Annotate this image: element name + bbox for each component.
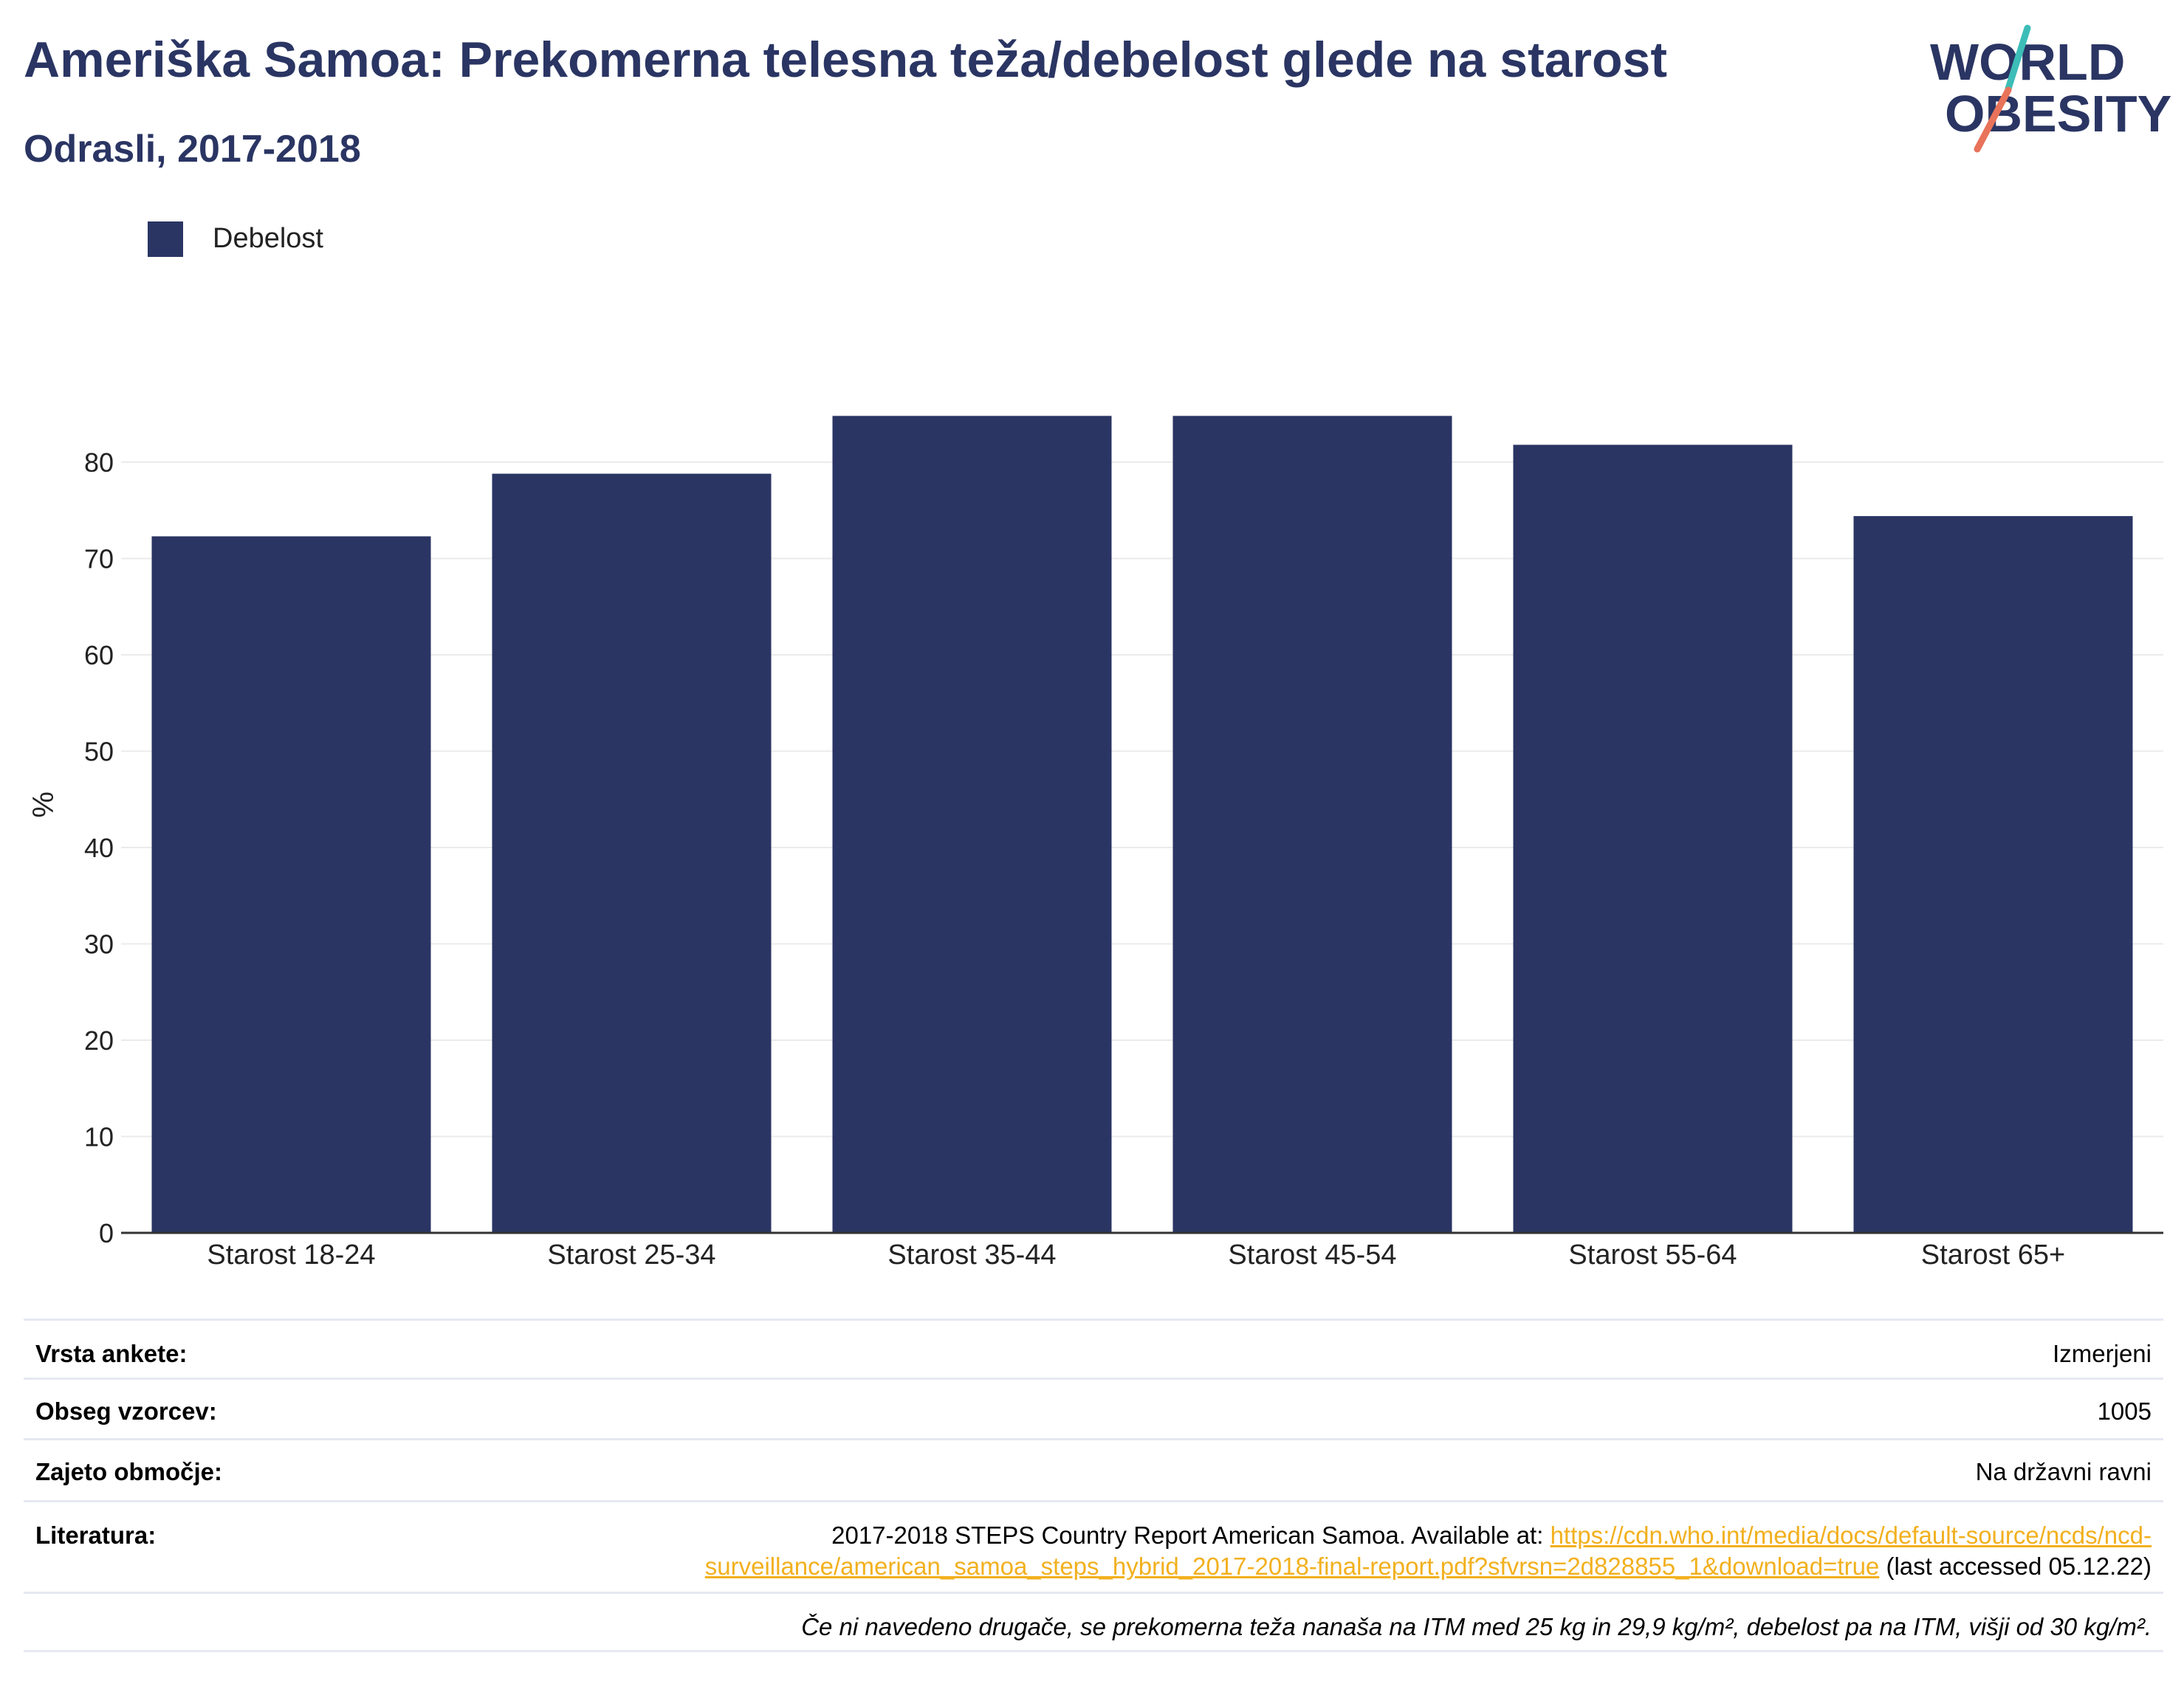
references-link-2[interactable]: surveillance/american_samoa_steps_hybrid… <box>704 1553 1880 1580</box>
x-tick-label: Starost 25-34 <box>547 1240 715 1271</box>
references-suffix: (last accessed 05.12.22) <box>1879 1553 2152 1580</box>
bar <box>832 416 1112 1233</box>
y-tick-label: 70 <box>84 544 114 574</box>
bar <box>1172 416 1452 1233</box>
sample-size-label: Obseg vzorcev: <box>35 1397 217 1425</box>
references-link-1[interactable]: https://cdn.who.int/media/docs/default-s… <box>1550 1522 2152 1549</box>
y-tick-label: 0 <box>99 1218 114 1248</box>
bar <box>151 536 431 1233</box>
sample-size-value: 1005 <box>2097 1397 2152 1425</box>
coverage-row: Zajeto območje: Na državni ravni <box>24 1438 2163 1500</box>
legend-label: Debelost <box>213 223 323 254</box>
y-tick-label: 40 <box>84 833 114 863</box>
y-tick-label: 20 <box>84 1025 114 1056</box>
survey-type-label: Vrsta ankete: <box>35 1340 188 1367</box>
logo-slash-coral <box>1974 86 2012 153</box>
chart-subtitle: Odrasli, 2017-2018 <box>24 128 361 171</box>
survey-info-table: Vrsta ankete: Izmerjeni Obseg vzorcev: 1… <box>24 1318 2163 1652</box>
legend-swatch <box>148 221 183 257</box>
survey-type-value: Izmerjeni <box>2053 1340 2152 1367</box>
coverage-value: Na državni ravni <box>1975 1458 2152 1485</box>
bar <box>492 473 772 1234</box>
y-tick-label: 50 <box>84 737 114 767</box>
coverage-label: Zajeto območje: <box>35 1458 223 1485</box>
y-axis-title: % <box>27 791 60 818</box>
y-tick-label: 60 <box>84 640 114 670</box>
world-obesity-logo: WORLD OBESITY <box>1930 24 2171 153</box>
x-tick-label: Starost 65+ <box>1921 1240 2065 1271</box>
y-tick-label: 30 <box>84 929 114 960</box>
references-prefix: 2017-2018 STEPS Country Report American … <box>831 1522 1551 1549</box>
references-value: 2017-2018 STEPS Country Report American … <box>705 1520 2163 1582</box>
references-label: Literatura: <box>35 1522 157 1549</box>
note-row: Če ni navedeno drugače, se prekomerna te… <box>24 1592 2163 1652</box>
sample-size-row: Obseg vzorcev: 1005 <box>24 1378 2163 1438</box>
x-tick-label: Starost 35-44 <box>887 1240 1056 1271</box>
logo-line-1: WORLD <box>1930 33 2125 91</box>
x-tick-label: Starost 55-64 <box>1568 1240 1737 1271</box>
survey-type-row: Vrsta ankete: Izmerjeni <box>24 1318 2163 1378</box>
bar <box>1853 516 2133 1233</box>
bar <box>1513 444 1793 1233</box>
x-tick-label: Starost 45-54 <box>1228 1240 1396 1271</box>
y-tick-label: 10 <box>84 1122 114 1152</box>
chart-title: Ameriška Samoa: Prekomerna telesna teža/… <box>24 32 1668 88</box>
references-row: Literatura: 2017-2018 STEPS Country Repo… <box>24 1500 2163 1592</box>
bar-chart: 0 10 20 30 40 50 60 70 80% Starost 18-24 Starost 2… <box>27 416 2163 1271</box>
y-tick-label: 80 <box>84 447 114 478</box>
x-tick-label: Starost 18-24 <box>207 1240 375 1271</box>
logo-slash-teal <box>2005 24 2031 92</box>
definition-note: Če ni navedeno drugače, se prekomerna te… <box>801 1613 2152 1640</box>
